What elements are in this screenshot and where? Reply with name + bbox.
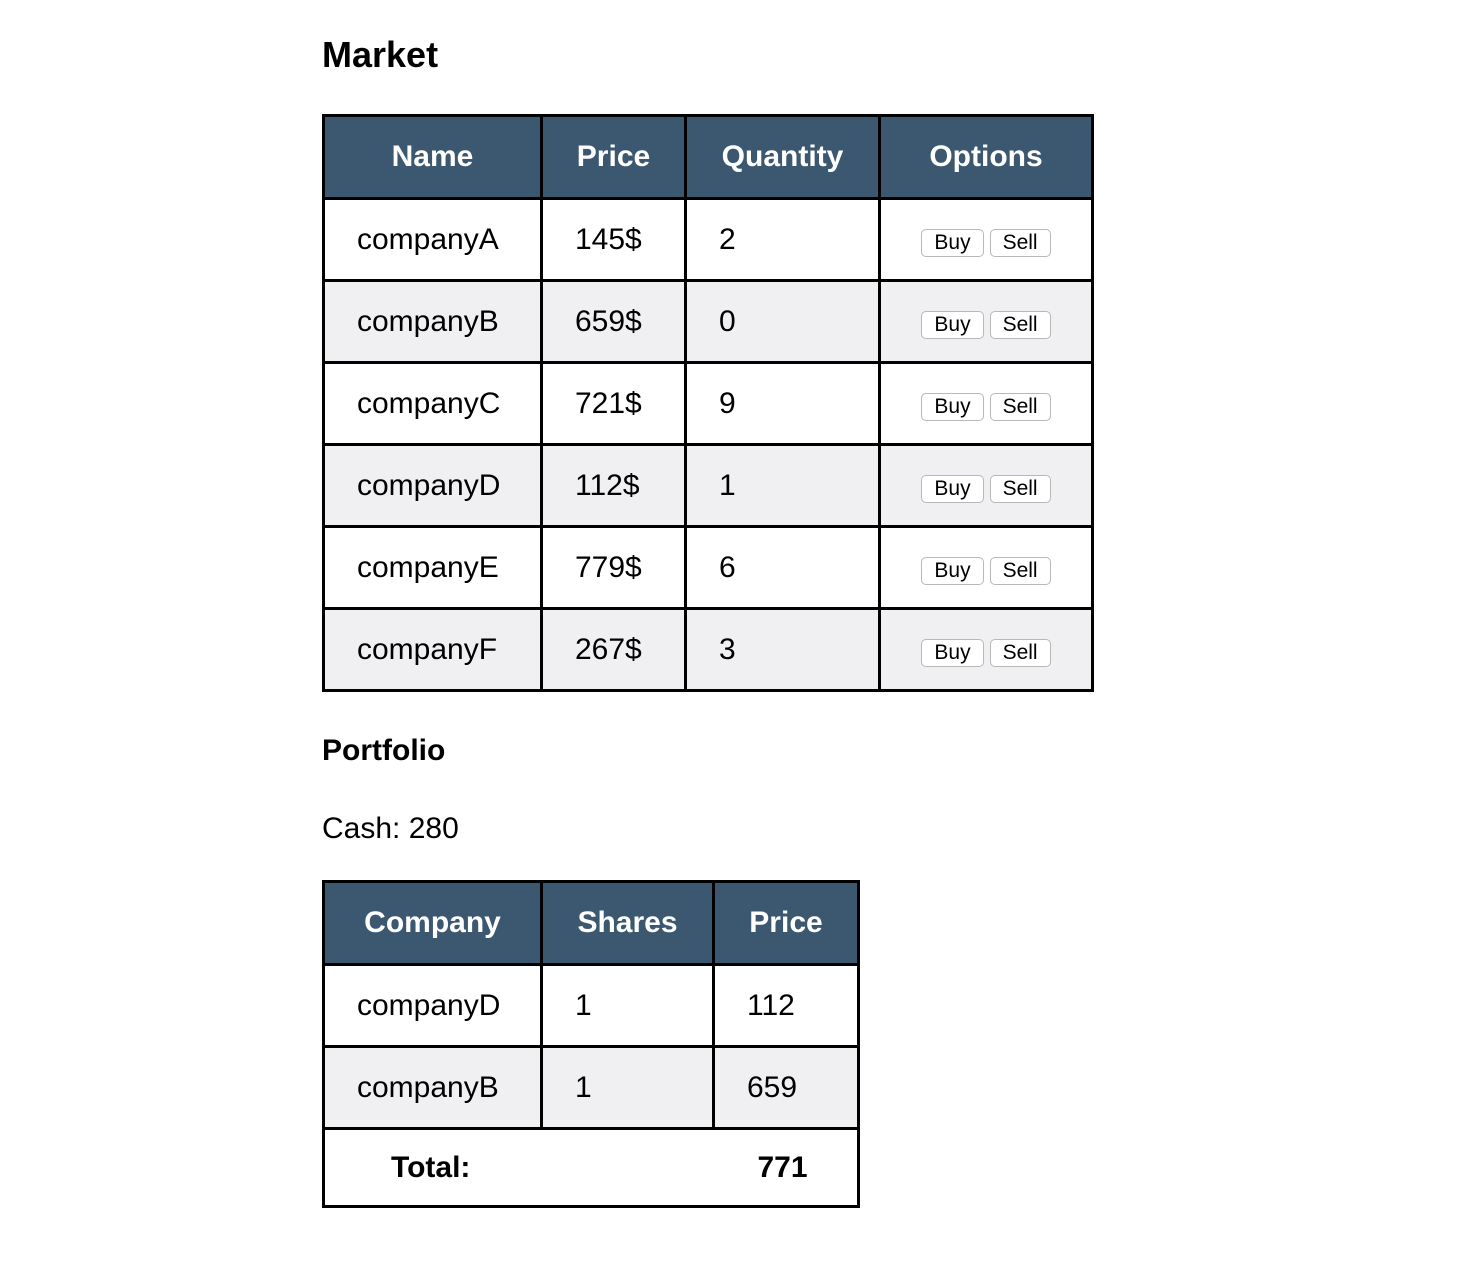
sell-button[interactable]: Sell <box>989 474 1051 503</box>
portfolio-header-price: Price <box>712 880 860 966</box>
market-cell-price: 145$ <box>540 197 687 282</box>
market-cell-quantity: 0 <box>684 279 881 364</box>
total-value: 771 <box>713 1127 859 1207</box>
market-cell-price: 779$ <box>540 525 687 610</box>
market-cell-options: Buy Sell <box>878 443 1094 528</box>
portfolio-header-shares: Shares <box>540 880 715 966</box>
market-cell-name: companyD <box>322 443 543 528</box>
market-cell-options: Buy Sell <box>878 607 1094 692</box>
sell-button[interactable]: Sell <box>989 310 1051 339</box>
portfolio-table: Company Shares Price companyD 1 112 comp… <box>322 880 860 1208</box>
portfolio-cell-company: companyB <box>322 1045 543 1130</box>
market-cell-price: 659$ <box>540 279 687 364</box>
market-header-options: Options <box>878 114 1094 200</box>
market-cell-quantity: 2 <box>684 197 881 282</box>
portfolio-row-companyB: companyB 1 659 <box>322 1045 860 1130</box>
buy-button[interactable]: Buy <box>921 556 984 585</box>
portfolio-cell-price: 112 <box>712 963 860 1048</box>
market-row-companyA: companyA 145$ 2 Buy Sell <box>322 197 1094 282</box>
sell-button[interactable]: Sell <box>989 228 1051 257</box>
market-cell-options: Buy Sell <box>878 197 1094 282</box>
portfolio-cell-shares: 1 <box>540 963 715 1048</box>
portfolio-row-companyD: companyD 1 112 <box>322 963 860 1048</box>
market-row-companyE: companyE 779$ 6 Buy Sell <box>322 525 1094 610</box>
market-cell-quantity: 1 <box>684 443 881 528</box>
market-cell-price: 267$ <box>540 607 687 692</box>
market-cell-quantity: 9 <box>684 361 881 446</box>
market-cell-name: companyF <box>322 607 543 692</box>
market-cell-name: companyC <box>322 361 543 446</box>
total-spacer <box>541 1127 714 1207</box>
market-row-companyF: companyF 267$ 3 Buy Sell <box>322 607 1094 692</box>
buy-button[interactable]: Buy <box>921 392 984 421</box>
portfolio-cell-price: 659 <box>712 1045 860 1130</box>
portfolio-total-row: Total: 771 <box>323 1127 859 1207</box>
market-table: Name Price Quantity Options companyA 145… <box>322 114 1094 692</box>
market-header-name: Name <box>322 114 543 200</box>
sell-button[interactable]: Sell <box>989 556 1051 585</box>
market-cell-quantity: 3 <box>684 607 881 692</box>
market-header-row: Name Price Quantity Options <box>322 114 1094 200</box>
cash-balance: Cash: 280 <box>322 812 459 845</box>
market-cell-price: 112$ <box>540 443 687 528</box>
market-header-price: Price <box>540 114 687 200</box>
market-cell-quantity: 6 <box>684 525 881 610</box>
portfolio-header-company: Company <box>322 880 543 966</box>
market-cell-options: Buy Sell <box>878 279 1094 364</box>
market-row-companyC: companyC 721$ 9 Buy Sell <box>322 361 1094 446</box>
portfolio-header-row: Company Shares Price <box>322 880 860 966</box>
market-row-companyD: companyD 112$ 1 Buy Sell <box>322 443 1094 528</box>
market-title: Market <box>322 34 439 75</box>
market-header-quantity: Quantity <box>684 114 881 200</box>
market-cell-options: Buy Sell <box>878 525 1094 610</box>
market-cell-price: 721$ <box>540 361 687 446</box>
market-cell-options: Buy Sell <box>878 361 1094 446</box>
buy-button[interactable]: Buy <box>921 638 984 667</box>
buy-button[interactable]: Buy <box>921 310 984 339</box>
portfolio-cell-company: companyD <box>322 963 543 1048</box>
market-cell-name: companyB <box>322 279 543 364</box>
market-row-companyB: companyB 659$ 0 Buy Sell <box>322 279 1094 364</box>
portfolio-cell-shares: 1 <box>540 1045 715 1130</box>
market-cell-name: companyA <box>322 197 543 282</box>
buy-button[interactable]: Buy <box>921 474 984 503</box>
sell-button[interactable]: Sell <box>989 638 1051 667</box>
total-label: Total: <box>323 1127 542 1207</box>
portfolio-title: Portfolio <box>322 734 446 767</box>
sell-button[interactable]: Sell <box>989 392 1051 421</box>
market-cell-name: companyE <box>322 525 543 610</box>
buy-button[interactable]: Buy <box>921 228 984 257</box>
